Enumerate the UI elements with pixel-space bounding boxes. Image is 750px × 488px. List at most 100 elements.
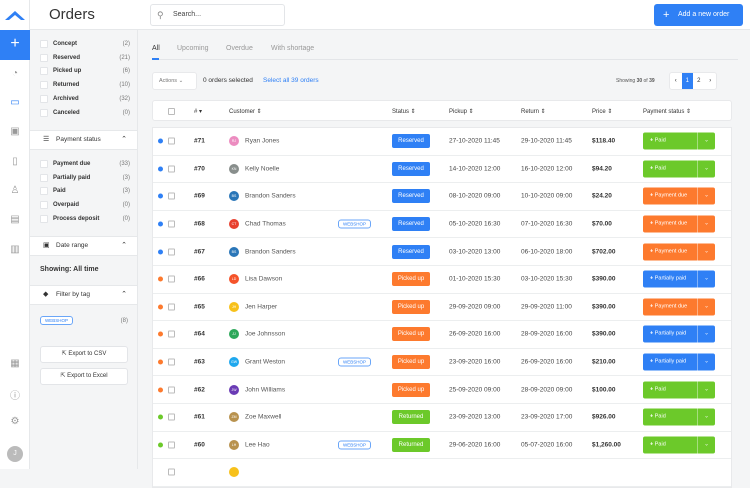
add-order-button[interactable]: + Add a new order: [654, 4, 743, 26]
payment-status-button[interactable]: + Payment due ⌄: [643, 215, 715, 233]
order-number[interactable]: #61: [194, 413, 205, 421]
table-row[interactable]: [153, 459, 731, 487]
filter-item[interactable]: Concept (2): [40, 40, 130, 50]
table-row[interactable]: #67 BS Brandon Sanders Reserved 03-10-2020 1…: [153, 238, 731, 266]
select-all-link[interactable]: Select all 39 orders: [263, 77, 319, 84]
payment-status-button[interactable]: + Paid ⌄: [643, 132, 715, 150]
filter-item[interactable]: Payment due (33): [40, 160, 130, 170]
payment-status-button[interactable]: + Paid ⌄: [643, 436, 715, 454]
checkbox[interactable]: [40, 94, 48, 103]
help-icon[interactable]: ⓘ: [10, 391, 20, 402]
chevron-down-icon[interactable]: ⌄: [697, 298, 715, 316]
row-checkbox[interactable]: [168, 220, 175, 228]
payment-status-button[interactable]: + Partially paid ⌄: [643, 353, 715, 371]
row-checkbox[interactable]: [168, 275, 175, 283]
row-checkbox[interactable]: [168, 358, 175, 366]
table-row[interactable]: #71 RJ Ryan Jones Reserved 27-10-2020 11:45 2…: [153, 128, 731, 156]
filter-item[interactable]: Archived (32): [40, 94, 130, 105]
order-number[interactable]: #69: [194, 192, 205, 200]
inbox-icon[interactable]: ▭: [10, 97, 20, 108]
tab-overdue[interactable]: Overdue: [226, 45, 253, 52]
col-status[interactable]: Status ⇕: [392, 109, 416, 115]
order-number[interactable]: #64: [194, 330, 205, 338]
chevron-down-icon[interactable]: ⌄: [697, 215, 715, 233]
store-icon[interactable]: ▤: [10, 214, 20, 225]
payment-status-section-toggle[interactable]: ☰ Payment status ⌃: [30, 130, 137, 150]
filter-item[interactable]: Partially paid (3): [40, 173, 130, 184]
checkbox[interactable]: [40, 53, 48, 62]
row-checkbox[interactable]: [168, 386, 175, 394]
customer-name[interactable]: John Williams: [245, 386, 286, 394]
row-checkbox[interactable]: [168, 413, 175, 421]
customer-name[interactable]: Brandon Sanders: [245, 192, 296, 200]
order-number[interactable]: #63: [194, 358, 205, 366]
customer-name[interactable]: Ryan Jones: [245, 137, 280, 145]
checkbox[interactable]: [40, 201, 48, 210]
checkbox[interactable]: [40, 173, 48, 182]
table-row[interactable]: #61 ZM Zoe Maxwell Returned 23-09-2020 13:00…: [153, 404, 731, 432]
tab-all[interactable]: All: [152, 45, 160, 60]
chevron-down-icon[interactable]: ⌄: [697, 353, 715, 371]
row-checkbox[interactable]: [168, 192, 175, 200]
tag-filter-webshop[interactable]: WEBSHOP: [40, 316, 74, 325]
document-icon[interactable]: ▯: [12, 156, 18, 167]
filter-item[interactable]: Picked up (6): [40, 67, 130, 77]
row-checkbox[interactable]: [168, 248, 175, 256]
user-icon[interactable]: ♙: [10, 185, 20, 196]
col-customer[interactable]: Customer ⇕: [229, 109, 262, 115]
payment-status-button[interactable]: + Payment due ⌄: [643, 187, 715, 205]
customer-name[interactable]: Jen Harper: [245, 303, 278, 311]
table-row[interactable]: #62 JW John Williams Picked up 25-09-2020 09…: [153, 376, 731, 404]
chevron-down-icon[interactable]: ⌄: [697, 436, 715, 454]
customer-name[interactable]: Kelly Noelle: [245, 165, 280, 173]
chevron-down-icon[interactable]: ⌄: [697, 381, 715, 399]
checkbox[interactable]: [40, 40, 48, 48]
checkbox[interactable]: [40, 108, 48, 117]
new-plus-button[interactable]: +: [0, 30, 30, 60]
actions-dropdown[interactable]: Actions ⌄: [152, 72, 197, 90]
order-number[interactable]: #71: [194, 137, 205, 145]
customer-name[interactable]: Joe Johnsson: [245, 330, 286, 338]
order-number[interactable]: #65: [194, 303, 205, 311]
chevron-down-icon[interactable]: ⌄: [697, 243, 715, 261]
payment-status-button[interactable]: + Payment due ⌄: [643, 298, 715, 316]
order-number[interactable]: #60: [194, 441, 205, 449]
payment-status-button[interactable]: + Paid ⌄: [643, 381, 715, 399]
prev-page-button[interactable]: ‹: [674, 78, 677, 84]
customer-name[interactable]: Lisa Dawson: [245, 275, 283, 283]
chevron-down-icon[interactable]: ⌄: [697, 325, 715, 343]
table-row[interactable]: #68 CT Chad Thomas WEBSHOP Reserved 05-10-202…: [153, 211, 731, 239]
grid-icon[interactable]: ▦: [10, 358, 20, 369]
table-row[interactable]: #60 LH Lee Hao WEBSHOP Returned 29-06-2020 16…: [153, 432, 731, 460]
checkbox[interactable]: [40, 187, 48, 196]
order-number[interactable]: #66: [194, 275, 205, 283]
chevron-down-icon[interactable]: ⌄: [697, 270, 715, 288]
col-pickup[interactable]: Pickup ⇕: [449, 109, 474, 115]
user-avatar[interactable]: J: [7, 446, 23, 462]
select-all-checkbox[interactable]: [168, 108, 175, 115]
row-checkbox[interactable]: [168, 468, 175, 476]
page-1-button[interactable]: 1: [681, 73, 693, 89]
filter-item[interactable]: Canceled (0): [40, 108, 130, 119]
filter-item[interactable]: Reserved (21): [40, 53, 130, 64]
row-checkbox[interactable]: [168, 441, 175, 449]
order-number[interactable]: #70: [194, 165, 205, 173]
order-number[interactable]: #67: [194, 248, 205, 256]
tab-upcoming[interactable]: Upcoming: [177, 45, 209, 52]
table-row[interactable]: #63 GW Grant Weston WEBSHOP Picked up 23-09-2…: [153, 349, 731, 377]
checkbox[interactable]: [40, 214, 48, 223]
table-row[interactable]: #70 KN Kelly Noelle Reserved 14-10-2020 12:0…: [153, 156, 731, 184]
export-csv-button[interactable]: ⇱ Export to CSV: [40, 346, 128, 363]
payment-status-button[interactable]: + Payment due ⌄: [643, 243, 715, 261]
customer-name[interactable]: Grant Weston: [245, 358, 285, 366]
dashboard-icon[interactable]: ◔: [11, 68, 19, 79]
col-price[interactable]: Price ⇕: [592, 109, 613, 115]
chevron-down-icon[interactable]: ⌄: [697, 160, 715, 178]
customer-name[interactable]: Zoe Maxwell: [245, 413, 282, 421]
chart-icon[interactable]: ▥: [10, 244, 20, 255]
tab-with-shortage[interactable]: With shortage: [271, 45, 315, 52]
filter-by-tag-section-toggle[interactable]: ◆ Filter by tag ⌃: [30, 285, 137, 305]
row-checkbox[interactable]: [168, 303, 175, 311]
calendar-icon[interactable]: ▣: [10, 126, 20, 137]
checkbox[interactable]: [40, 160, 48, 168]
